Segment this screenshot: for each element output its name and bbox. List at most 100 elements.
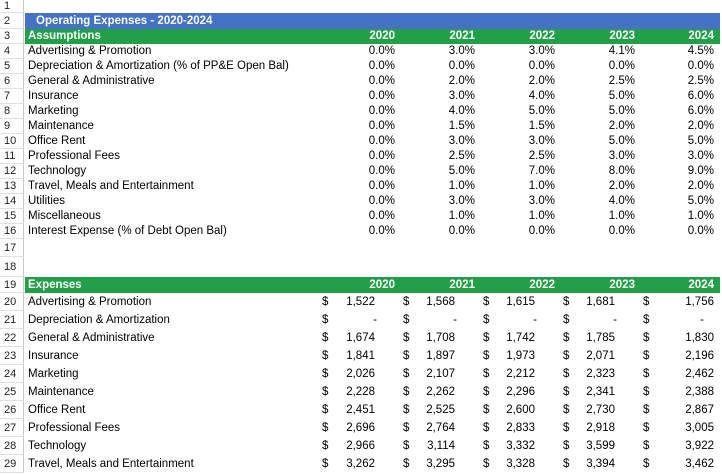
assumption-value-cell[interactable]: 2.0% (687, 120, 714, 132)
assumption-value-cell[interactable]: 2.5% (528, 150, 555, 162)
row-header[interactable]: 26 (0, 401, 24, 419)
assumption-value-cell[interactable]: 4.1% (608, 45, 635, 57)
assumption-value-cell[interactable]: 3.0% (448, 90, 475, 102)
row-header[interactable]: 19 (0, 277, 24, 293)
expense-value-cell[interactable]: 2,296 (506, 386, 535, 398)
assumption-value-cell[interactable]: 5.0% (448, 165, 475, 177)
row-header[interactable]: 7 (0, 89, 24, 104)
assumption-value-cell[interactable]: 5.0% (608, 90, 635, 102)
assumption-value-cell[interactable]: 2.0% (687, 180, 714, 192)
expense-label[interactable]: Travel, Meals and Entertainment (28, 458, 194, 470)
expense-value-cell[interactable]: 2,071 (586, 350, 615, 362)
row-header[interactable]: 28 (0, 437, 24, 455)
row-header[interactable]: 18 (0, 257, 24, 277)
assumption-value-cell[interactable]: 7.0% (528, 165, 555, 177)
year-header[interactable]: 2024 (688, 30, 714, 42)
row-header[interactable]: 12 (0, 164, 24, 179)
expense-value-cell[interactable]: - (613, 314, 617, 326)
assumption-value-cell[interactable]: 0.0% (368, 45, 395, 57)
row-header[interactable]: 5 (0, 59, 24, 74)
row-header[interactable]: 4 (0, 44, 24, 59)
expense-value-cell[interactable]: 3,114 (427, 440, 455, 452)
expense-value-cell[interactable]: - (700, 314, 704, 326)
row-header[interactable]: 23 (0, 347, 24, 365)
year-header[interactable]: 2022 (529, 30, 555, 42)
assumption-value-cell[interactable]: 2.5% (687, 75, 714, 87)
expense-value-cell[interactable]: 2,026 (346, 368, 375, 380)
assumption-value-cell[interactable]: 3.0% (448, 195, 475, 207)
assumption-label[interactable]: Maintenance (28, 120, 94, 132)
assumption-value-cell[interactable]: 1.0% (608, 210, 635, 222)
expense-value-cell[interactable]: 1,841 (346, 350, 375, 362)
assumption-value-cell[interactable]: 0.0% (528, 60, 555, 72)
year-header[interactable]: 2021 (449, 279, 475, 291)
assumption-value-cell[interactable]: 1.0% (528, 180, 555, 192)
assumption-value-cell[interactable]: 5.0% (608, 105, 635, 117)
row-header[interactable]: 10 (0, 134, 24, 149)
row-header[interactable]: 17 (0, 239, 24, 257)
year-header[interactable]: 2020 (369, 30, 395, 42)
expense-value-cell[interactable]: 1,708 (426, 332, 455, 344)
assumption-value-cell[interactable]: 0.0% (368, 120, 395, 132)
assumption-label[interactable]: General & Administrative (28, 75, 155, 87)
row-header[interactable]: 11 (0, 149, 24, 164)
expense-value-cell[interactable]: 2,696 (346, 422, 375, 434)
expense-value-cell[interactable]: 3,328 (506, 458, 535, 470)
assumption-value-cell[interactable]: 6.0% (687, 90, 714, 102)
assumption-value-cell[interactable]: 1.0% (687, 210, 714, 222)
expense-value-cell[interactable]: 2,918 (586, 422, 615, 434)
expense-value-cell[interactable]: 1,756 (685, 296, 714, 308)
assumption-value-cell[interactable]: 2.5% (448, 150, 475, 162)
expense-label[interactable]: Professional Fees (28, 422, 121, 434)
expense-value-cell[interactable]: 3,295 (426, 458, 455, 470)
assumption-value-cell[interactable]: 4.5% (687, 45, 714, 57)
assumption-value-cell[interactable]: 0.0% (368, 180, 395, 192)
row-header[interactable]: 25 (0, 383, 24, 401)
assumption-value-cell[interactable]: 5.0% (528, 105, 555, 117)
expense-value-cell[interactable]: 2,107 (426, 368, 455, 380)
row-header[interactable]: 13 (0, 179, 24, 194)
assumption-value-cell[interactable]: 3.0% (528, 135, 555, 147)
assumption-label[interactable]: Technology (28, 165, 87, 177)
assumption-value-cell[interactable]: 3.0% (608, 150, 635, 162)
expense-value-cell[interactable]: 2,228 (346, 386, 375, 398)
assumption-value-cell[interactable]: 0.0% (368, 225, 395, 237)
expense-value-cell[interactable]: 1,615 (506, 296, 535, 308)
row-header[interactable]: 24 (0, 365, 24, 383)
row-header[interactable]: 29 (0, 455, 24, 473)
assumption-value-cell[interactable]: 1.0% (448, 180, 475, 192)
expense-label[interactable]: General & Administrative (28, 332, 155, 344)
assumption-value-cell[interactable]: 0.0% (448, 60, 475, 72)
row-header[interactable]: 9 (0, 119, 24, 134)
row-header[interactable]: 14 (0, 194, 24, 209)
assumption-value-cell[interactable]: 4.0% (608, 195, 635, 207)
assumption-value-cell[interactable]: 0.0% (608, 60, 635, 72)
expense-value-cell[interactable]: 1,568 (426, 296, 455, 308)
assumption-value-cell[interactable]: 2.0% (608, 120, 635, 132)
expense-value-cell[interactable]: 3,394 (586, 458, 615, 470)
assumption-value-cell[interactable]: 0.0% (368, 195, 395, 207)
expense-value-cell[interactable]: - (373, 314, 377, 326)
expense-value-cell[interactable]: 2,323 (586, 368, 615, 380)
assumption-label[interactable]: Depreciation & Amortization (% of PP&E O… (28, 60, 289, 72)
assumption-value-cell[interactable]: 3.0% (528, 45, 555, 57)
expense-value-cell[interactable]: 2,764 (426, 422, 455, 434)
assumption-value-cell[interactable]: 0.0% (528, 225, 555, 237)
expense-value-cell[interactable]: 3,599 (586, 440, 615, 452)
year-header[interactable]: 2020 (369, 279, 395, 291)
row-header[interactable]: 15 (0, 209, 24, 224)
expense-label[interactable]: Insurance (28, 350, 79, 362)
year-header[interactable]: 2022 (529, 279, 555, 291)
row-header[interactable]: 16 (0, 224, 24, 239)
expense-value-cell[interactable]: 3,332 (506, 440, 535, 452)
expense-value-cell[interactable]: 3,262 (346, 458, 375, 470)
expense-value-cell[interactable]: 2,525 (426, 404, 455, 416)
assumption-value-cell[interactable]: 0.0% (368, 75, 395, 87)
expense-value-cell[interactable]: 1,785 (586, 332, 615, 344)
assumption-value-cell[interactable]: 2.5% (608, 75, 635, 87)
sheet-title[interactable]: Operating Expenses - 2020-2024 (36, 15, 213, 27)
assumption-value-cell[interactable]: 1.5% (448, 120, 475, 132)
row-header[interactable]: 22 (0, 329, 24, 347)
expense-label[interactable]: Office Rent (28, 404, 86, 416)
assumption-value-cell[interactable]: 8.0% (608, 165, 635, 177)
